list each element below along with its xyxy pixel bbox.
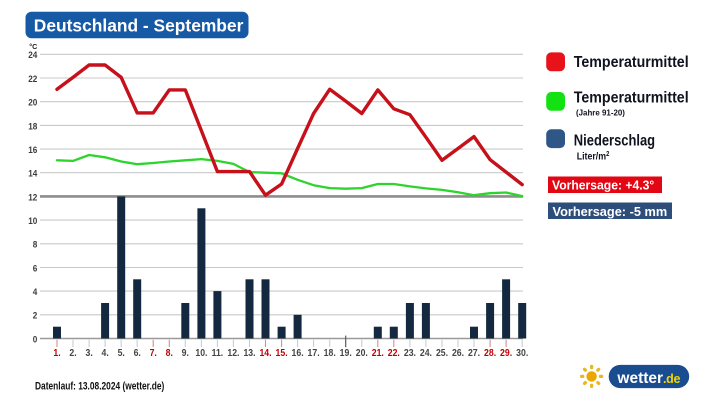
svg-text:25.: 25. <box>436 347 448 358</box>
svg-text:8.: 8. <box>166 347 173 358</box>
svg-text:7.: 7. <box>150 347 157 358</box>
svg-text:29.: 29. <box>500 347 512 358</box>
svg-text:19.: 19. <box>340 347 352 358</box>
svg-text:6: 6 <box>33 263 38 274</box>
svg-text:Niederschlag: Niederschlag <box>574 133 655 150</box>
svg-text:2: 2 <box>33 310 38 321</box>
svg-text:.de: .de <box>663 372 681 386</box>
svg-text:24: 24 <box>28 50 37 61</box>
svg-text:12.: 12. <box>227 347 239 358</box>
svg-text:8: 8 <box>33 239 38 250</box>
svg-text:4: 4 <box>33 286 38 297</box>
svg-text:27.: 27. <box>468 347 480 358</box>
svg-text:28.: 28. <box>484 347 496 358</box>
svg-text:Vorhersage: -5 mm: Vorhersage: -5 mm <box>553 204 668 219</box>
svg-text:10: 10 <box>28 215 37 226</box>
svg-text:22.: 22. <box>388 347 400 358</box>
svg-text:14: 14 <box>28 168 37 179</box>
svg-text:15.: 15. <box>276 347 288 358</box>
svg-text:16: 16 <box>28 144 37 155</box>
svg-text:10.: 10. <box>195 347 207 358</box>
svg-text:12: 12 <box>28 192 37 203</box>
svg-text:24.: 24. <box>420 347 432 358</box>
svg-text:14.: 14. <box>259 347 271 358</box>
svg-text:23.: 23. <box>404 347 416 358</box>
svg-text:20.: 20. <box>356 347 368 358</box>
svg-text:18.: 18. <box>324 347 336 358</box>
svg-text:30.: 30. <box>516 347 528 358</box>
svg-text:3.: 3. <box>85 347 92 358</box>
svg-text:1.: 1. <box>53 347 60 358</box>
svg-text:0: 0 <box>33 334 38 345</box>
svg-text:18: 18 <box>28 121 37 132</box>
svg-text:11.: 11. <box>212 347 224 358</box>
svg-text:wetter: wetter <box>616 370 663 387</box>
svg-text:13.: 13. <box>243 347 255 358</box>
svg-text:5.: 5. <box>118 347 125 358</box>
svg-text:Liter/m2: Liter/m2 <box>577 150 610 162</box>
svg-text:17.: 17. <box>308 347 320 358</box>
svg-text:°C: °C <box>29 42 38 51</box>
svg-text:6.: 6. <box>134 347 141 358</box>
svg-text:22: 22 <box>28 73 37 84</box>
svg-text:4.: 4. <box>101 347 108 358</box>
svg-text:16.: 16. <box>292 347 304 358</box>
svg-text:Datenlauf: 13.08.2024 (wetter.: Datenlauf: 13.08.2024 (wetter.de) <box>35 381 164 393</box>
svg-text:9.: 9. <box>182 347 189 358</box>
svg-text:2.: 2. <box>69 347 76 358</box>
svg-text:26.: 26. <box>452 347 464 358</box>
svg-text:Vorhersage: +4.3°: Vorhersage: +4.3° <box>552 178 654 192</box>
svg-text:21.: 21. <box>372 347 384 358</box>
svg-text:(Jahre 91-20): (Jahre 91-20) <box>576 108 625 117</box>
svg-text:Deutschland - September: Deutschland - September <box>34 15 244 35</box>
svg-text:Temperaturmittel: Temperaturmittel <box>574 54 689 71</box>
svg-text:Temperaturmittel: Temperaturmittel <box>574 90 689 107</box>
svg-text:20: 20 <box>28 97 37 108</box>
